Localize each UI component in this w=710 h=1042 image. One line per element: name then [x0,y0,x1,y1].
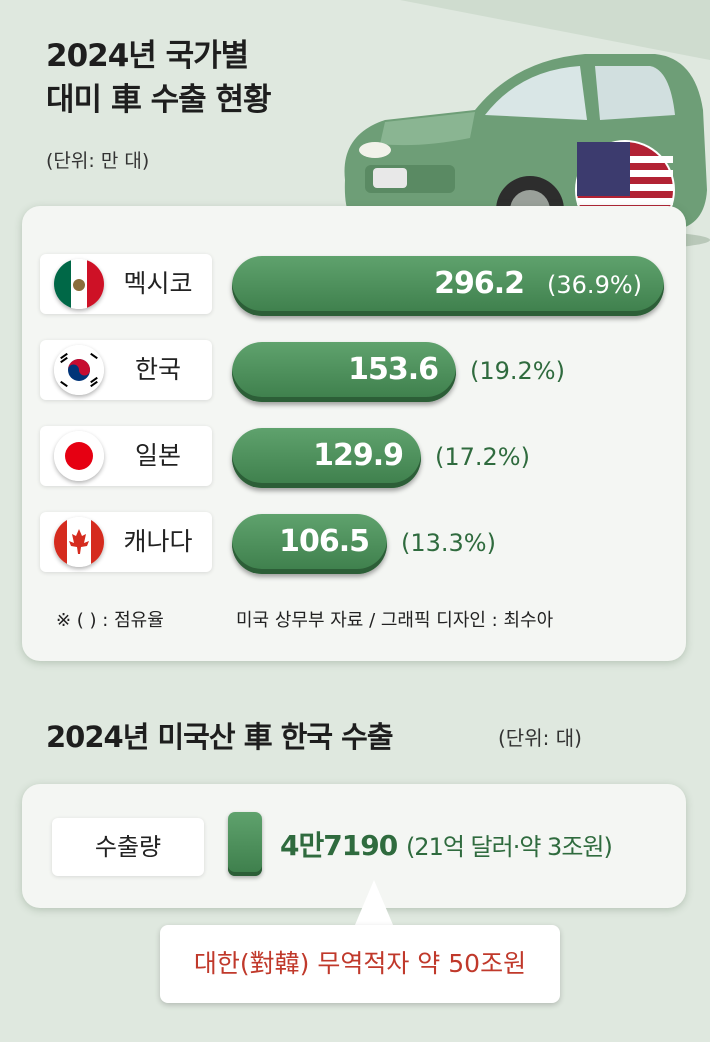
unit-label: (단위: 만 대) [46,150,150,172]
country-name: 일본 [134,441,181,470]
car-illustration-icon [344,54,710,252]
mexico-flag-icon [54,259,104,309]
chart-title: 2024년 국가별 대미 車 수출 현황 [46,34,271,122]
chart-panel: 멕시코 296.2 (36.9%) 한국 153.6 (19.2%) 일본 129.9 (17.… [22,206,686,661]
bar-share-label: (36.9%) [547,271,642,299]
country-name: 캐나다 [123,527,193,556]
bar-share-label: (19.2%) [470,357,565,385]
export-value-sub: (21억 달러·약 3조원) [405,833,613,861]
south-korea-flag-icon [54,345,104,395]
trade-deficit-callout: 대한(對韓) 무역적자 약 50조원 [160,925,560,1003]
country-label-box: 캐나다 [40,512,212,572]
country-label-box: 일본 [40,426,212,486]
export-bar [228,812,262,876]
title-line-2: 대미 車 수출 현황 [46,82,271,118]
japan-flag-icon [54,431,104,481]
bar-value-label: 106.5 [279,524,370,559]
note-source: 미국 상무부 자료 / 그래픽 디자인 : 최수아 [236,610,554,631]
bar-value-label: 296.2 [434,266,525,301]
chart-row: 한국 153.6 (19.2%) [22,340,686,404]
canada-flag-icon [54,517,104,567]
bar [232,514,387,574]
bar [232,428,421,488]
bar [232,342,456,402]
bar-value-label: 153.6 [348,352,439,387]
callout-pointer [352,880,396,932]
bar-value-label: 129.9 [313,438,404,473]
export-value: 4만7190 (21억 달러·약 3조원) [280,824,613,864]
export-panel: 수출량 4만7190 (21억 달러·약 3조원) [22,784,686,908]
export-label: 수출량 [52,818,204,876]
bar-share-label: (13.3%) [401,529,496,557]
chart-row: 멕시코 296.2 (36.9%) [22,254,686,318]
section2-title: 2024년 미국산 車 한국 수출 [46,720,394,754]
note-share: ※ ( ) : 점유율 [56,610,164,631]
chart-row: 캐나다 106.5 (13.3%) [22,512,686,576]
section2-unit: (단위: 대) [498,726,582,750]
export-value-number: 4만7190 [280,829,398,862]
bar [232,256,664,316]
country-label-box: 한국 [40,340,212,400]
bar-share-label: (17.2%) [435,443,530,471]
country-name: 멕시코 [123,269,193,298]
country-label-box: 멕시코 [40,254,212,314]
country-name: 한국 [134,355,181,384]
chart-row: 일본 129.9 (17.2%) [22,426,686,490]
title-line-1: 2024년 국가별 [46,38,249,74]
